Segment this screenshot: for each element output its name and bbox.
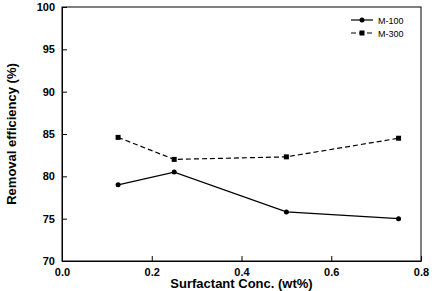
x-tick: 0.6 bbox=[324, 256, 339, 278]
legend-marker bbox=[360, 31, 365, 36]
y-tick: 85 bbox=[43, 128, 67, 140]
x-tick-mark bbox=[242, 256, 243, 261]
point bbox=[284, 154, 289, 159]
y-tick-mark bbox=[62, 219, 67, 220]
x-tick-mark bbox=[421, 256, 422, 261]
y-tick-mark bbox=[62, 7, 67, 8]
chart: 0.0 0.2 0.4 0.6 0.8 70 75 80 85 90 95 100 M-100 M-300… bbox=[0, 0, 443, 291]
x-tick-mark bbox=[331, 256, 332, 261]
y-tick: 90 bbox=[43, 86, 67, 98]
y-tick: 95 bbox=[43, 43, 67, 55]
y-axis: 70 75 80 85 90 95 100 bbox=[37, 1, 67, 267]
y-tick-mark bbox=[62, 134, 67, 135]
series-line bbox=[118, 172, 398, 219]
y-axis-title: Removal efficiency (%) bbox=[4, 63, 19, 205]
y-tick-label: 70 bbox=[43, 255, 55, 267]
x-axis-title: Surfactant Conc. (wt%) bbox=[170, 276, 312, 291]
legend-label: M-100 bbox=[378, 16, 404, 26]
x-tick-label: 0.2 bbox=[145, 266, 160, 278]
y-tick-label: 100 bbox=[37, 1, 55, 13]
x-tick: 0.4 bbox=[234, 256, 250, 278]
point bbox=[396, 136, 401, 141]
y-tick-label: 90 bbox=[43, 86, 55, 98]
data-area bbox=[116, 135, 401, 221]
x-tick-label: 0.0 bbox=[55, 266, 70, 278]
y-tick-label: 80 bbox=[43, 170, 55, 182]
x-axis: 0.0 0.2 0.4 0.6 0.8 bbox=[55, 256, 429, 278]
y-tick-mark bbox=[62, 261, 67, 262]
point bbox=[172, 157, 177, 162]
x-axis-line bbox=[63, 261, 422, 262]
y-tick-mark bbox=[62, 176, 67, 177]
y-tick: 70 bbox=[43, 255, 67, 267]
y-tick: 75 bbox=[43, 213, 67, 225]
x-tick: 0.2 bbox=[145, 256, 160, 278]
legend-marker bbox=[360, 18, 365, 23]
y-tick-label: 95 bbox=[43, 43, 55, 55]
point bbox=[172, 170, 177, 175]
x-tick-mark bbox=[152, 256, 153, 261]
plot: 0.0 0.2 0.4 0.6 0.8 70 75 80 85 90 95 100 M-100 M-300 bbox=[37, 1, 430, 278]
x-tick-label: 0.8 bbox=[414, 266, 429, 278]
y-tick: 100 bbox=[37, 1, 67, 13]
point bbox=[116, 182, 121, 187]
x-tick-label: 0.6 bbox=[324, 266, 339, 278]
point bbox=[396, 216, 401, 221]
point bbox=[284, 209, 289, 214]
y-tick: 80 bbox=[43, 170, 67, 182]
y-tick-mark bbox=[62, 49, 67, 50]
y-tick-label: 75 bbox=[43, 213, 55, 225]
point bbox=[116, 135, 121, 140]
y-tick-label: 85 bbox=[43, 128, 55, 140]
x-tick: 0.8 bbox=[414, 256, 429, 278]
legend: M-100 M-300 bbox=[351, 16, 404, 39]
y-tick-mark bbox=[62, 92, 67, 93]
plot-frame bbox=[62, 7, 421, 261]
series-line bbox=[118, 137, 398, 159]
legend-label: M-300 bbox=[378, 29, 404, 39]
